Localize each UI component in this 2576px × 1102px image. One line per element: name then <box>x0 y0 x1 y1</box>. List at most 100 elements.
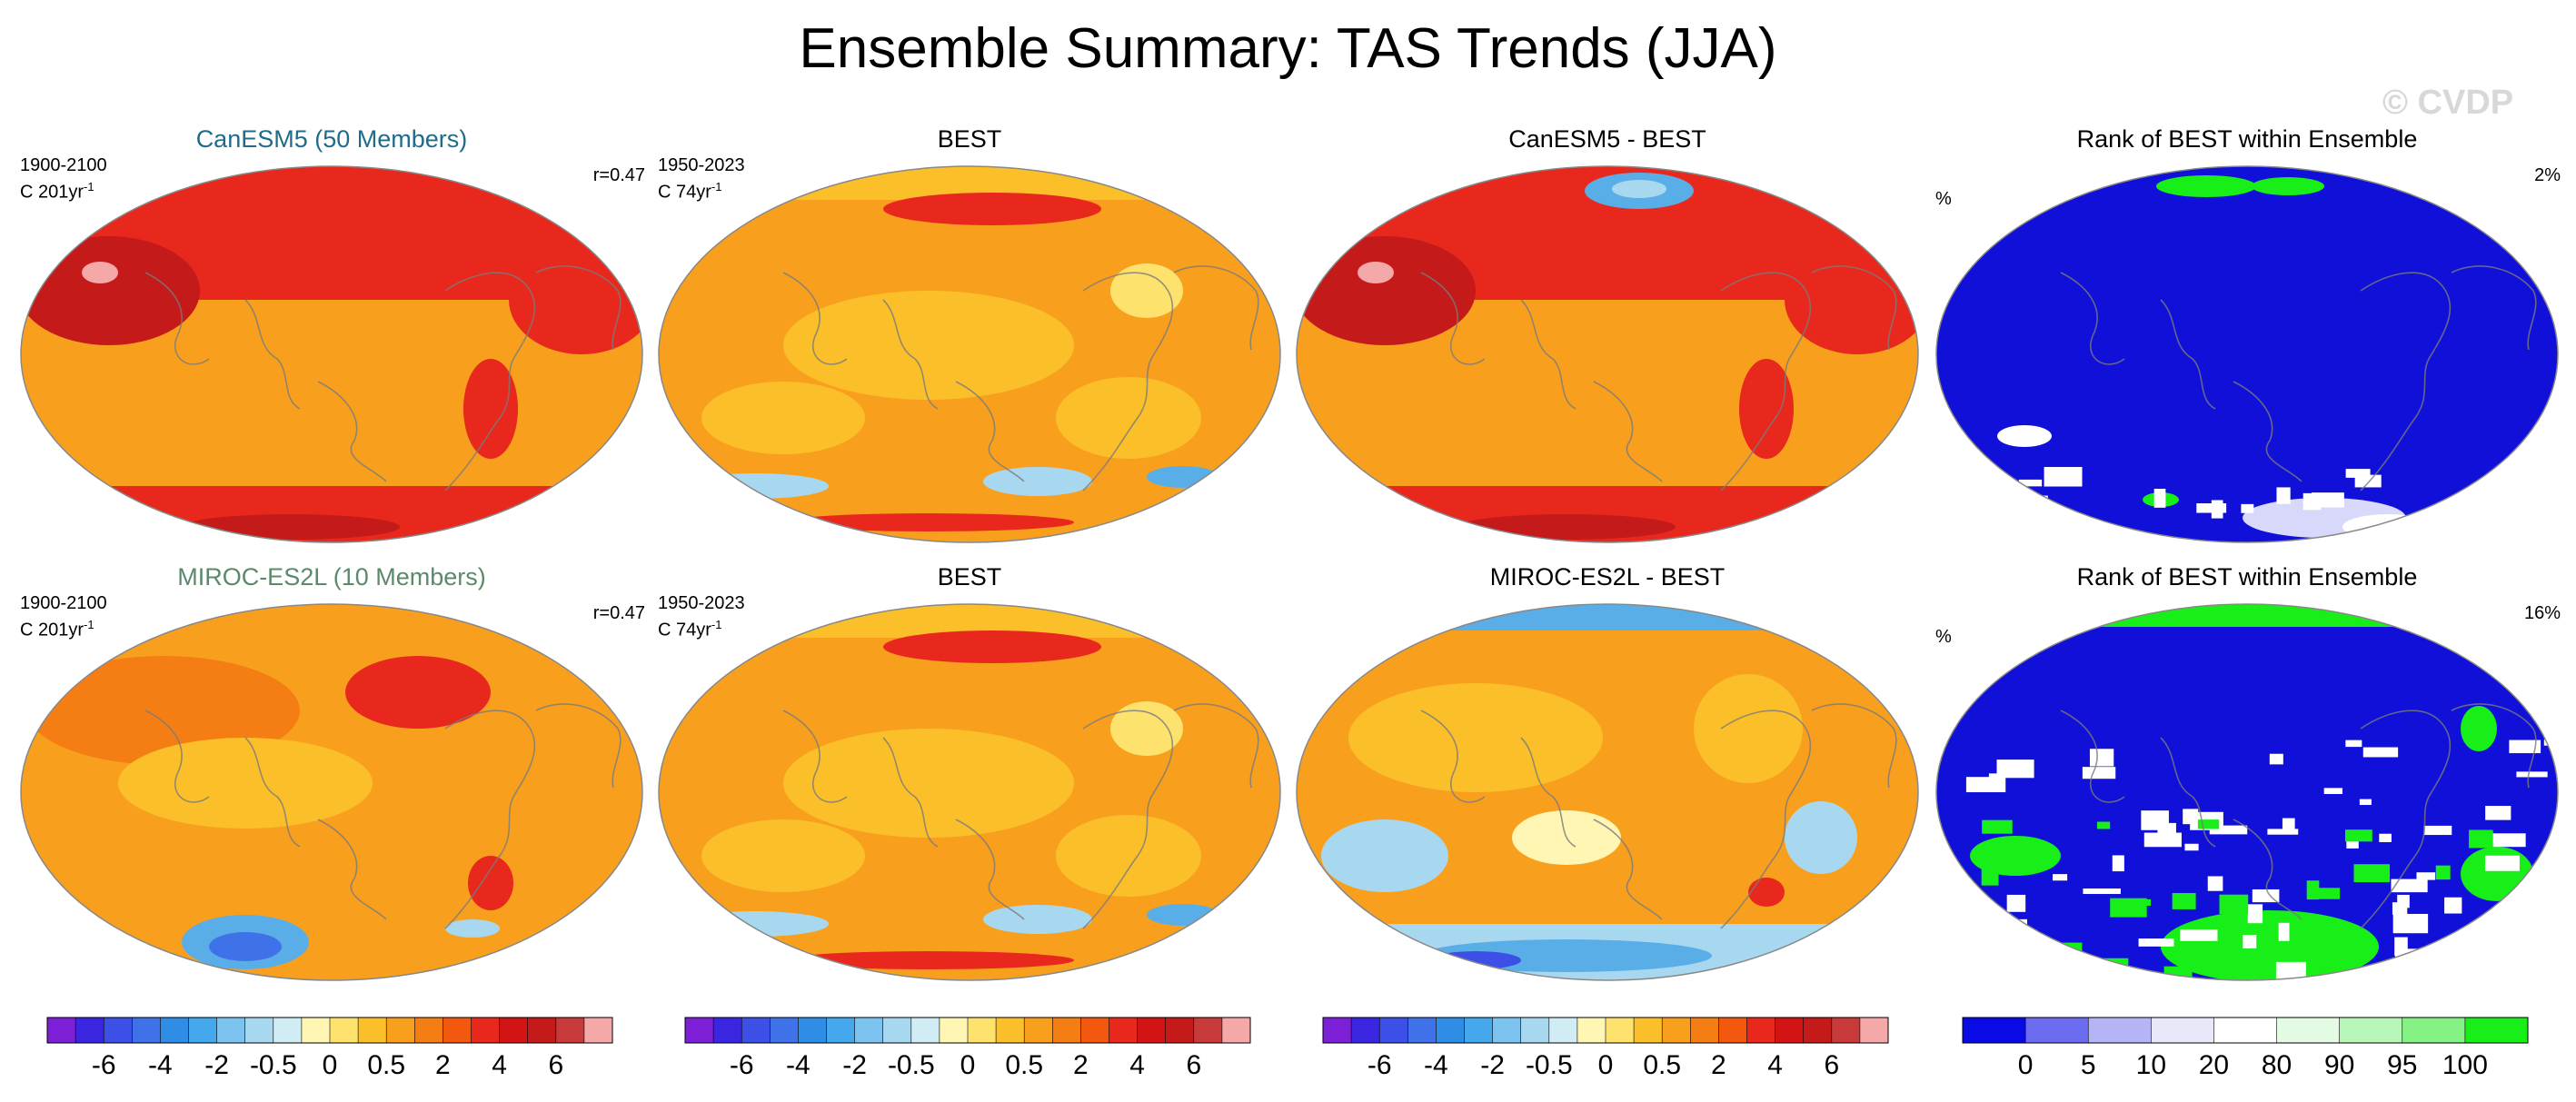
colorbar-box <box>939 1018 969 1043</box>
rank-cell <box>2052 942 2083 956</box>
rank-cell <box>2307 888 2341 899</box>
high-rank-region <box>2461 847 2533 901</box>
coastline <box>317 819 387 920</box>
colorbar-box <box>2025 1018 2089 1043</box>
colorbar-box <box>1137 1018 1167 1043</box>
rank-cell <box>2197 819 2220 829</box>
colorbar-box <box>1775 1018 1805 1043</box>
cooling-region <box>1321 819 1448 892</box>
moderate-warming-region <box>701 819 865 892</box>
colorbar-box <box>47 1018 76 1043</box>
rank-cell <box>2196 503 2227 513</box>
rank-cell <box>2247 904 2263 924</box>
map-outline <box>1296 603 1919 981</box>
map-panel <box>1294 601 1921 983</box>
map-panel <box>1294 164 1921 545</box>
rank-cell <box>2153 489 2166 508</box>
colorbar-box <box>273 1018 303 1043</box>
colorbar-tick-label: -6 <box>730 1050 754 1080</box>
rank-cell <box>2509 740 2541 754</box>
cooling-region <box>983 905 1092 934</box>
rank-cell <box>2096 958 2129 977</box>
rank-cell <box>2435 865 2451 880</box>
rank-cell <box>2141 898 2152 907</box>
rank-cell <box>2184 843 2199 851</box>
coastline <box>2451 703 2537 789</box>
rank-cell <box>1954 883 1977 890</box>
rank-cell <box>2110 898 2147 918</box>
panel-units: C 74yr-1 <box>658 176 745 204</box>
high-rank-band <box>1936 604 2558 627</box>
rank-cell <box>2183 809 2199 825</box>
colorbar-box <box>160 1018 189 1043</box>
rank-cell <box>1981 866 1999 886</box>
coastline <box>782 272 848 365</box>
panel-title: MIROC-ES2L - BEST <box>1489 563 1726 591</box>
colorbar-box <box>1407 1018 1437 1043</box>
colorbar-box <box>741 1018 771 1043</box>
colorbar-tick-label: 6 <box>1824 1050 1839 1080</box>
colorbar-tick-label: 4 <box>492 1050 507 1080</box>
panel-period-units: 1950-2023 C 74yr-1 <box>658 592 745 641</box>
map-svg <box>658 165 1281 543</box>
rank-cell <box>2207 876 2223 891</box>
colorbar-box <box>386 1018 415 1043</box>
coastline <box>2233 381 2302 482</box>
panel-title: Rank of BEST within Ensemble <box>2076 563 2418 591</box>
coastline <box>535 703 622 789</box>
strong-warming-region <box>463 359 518 459</box>
coastline <box>955 819 1025 920</box>
panel-period-units: 1900-2100 C 201yr-1 <box>20 592 107 641</box>
rank-cell <box>1943 935 1958 951</box>
panel-title: BEST <box>937 563 1002 591</box>
colorbar-box <box>1548 1018 1578 1043</box>
units-text: C 201yr <box>20 182 85 203</box>
rank-cell <box>2267 829 2299 835</box>
map-svg <box>1296 603 1919 981</box>
panel-statistic: 16% <box>2523 603 2561 623</box>
rank-cell <box>2416 872 2436 880</box>
rank-cell <box>2276 487 2291 504</box>
coastline <box>444 272 536 491</box>
colorbar-box <box>443 1018 472 1043</box>
map-panel <box>656 601 1283 983</box>
panel-unit-label: % <box>1935 627 1952 647</box>
strong-warming-region <box>1457 514 1676 540</box>
coastline <box>1173 703 1259 789</box>
coastline <box>2160 737 2216 848</box>
high-rank-region <box>2461 706 2497 751</box>
moderate-warming-region <box>783 729 1074 838</box>
colorbar-box <box>1436 1018 1465 1043</box>
colorbar-box <box>854 1018 884 1043</box>
colorbar-box <box>1963 1018 2026 1043</box>
colorbar-tick-label: 0.5 <box>367 1050 405 1080</box>
colorbar-box <box>2088 1018 2152 1043</box>
coastline <box>1173 265 1259 351</box>
colorbar-box <box>1520 1018 1550 1043</box>
colorbar-box <box>2151 1018 2214 1043</box>
rank-cell <box>2018 479 2043 487</box>
rank-cell <box>2089 749 2114 767</box>
colorbar-box <box>1634 1018 1663 1043</box>
map-outline <box>20 165 643 543</box>
figure-title: Ensemble Summary: TAS Trends (JJA) <box>799 17 1777 80</box>
coastline <box>1420 272 1486 365</box>
units-exponent: -1 <box>84 618 94 631</box>
colorbar-svg: 0 5 10 20 80 90 95 100 <box>1962 1017 2529 1080</box>
colorbar-box <box>414 1018 443 1043</box>
rank-cell <box>2344 829 2372 842</box>
colorbar-tick-label: 6 <box>1186 1050 1201 1080</box>
map-outline <box>20 603 643 981</box>
strong-warming-region <box>468 856 513 910</box>
colorbar-box <box>1080 1018 1109 1043</box>
colorbar-svg: -6 -4 -2 -0.5 0 0.5 2 4 6 <box>1322 1017 1889 1080</box>
rank-cell <box>2391 879 2428 893</box>
rank-cell <box>2379 833 2392 842</box>
colorbar-box <box>713 1018 742 1043</box>
rank-cell <box>2082 767 2116 779</box>
colorbar-box <box>2402 1018 2466 1043</box>
strong-warming-region <box>1739 359 1794 459</box>
rank-cell <box>2541 936 2558 946</box>
colorbar-box <box>1859 1018 1889 1043</box>
coastline <box>317 381 387 482</box>
